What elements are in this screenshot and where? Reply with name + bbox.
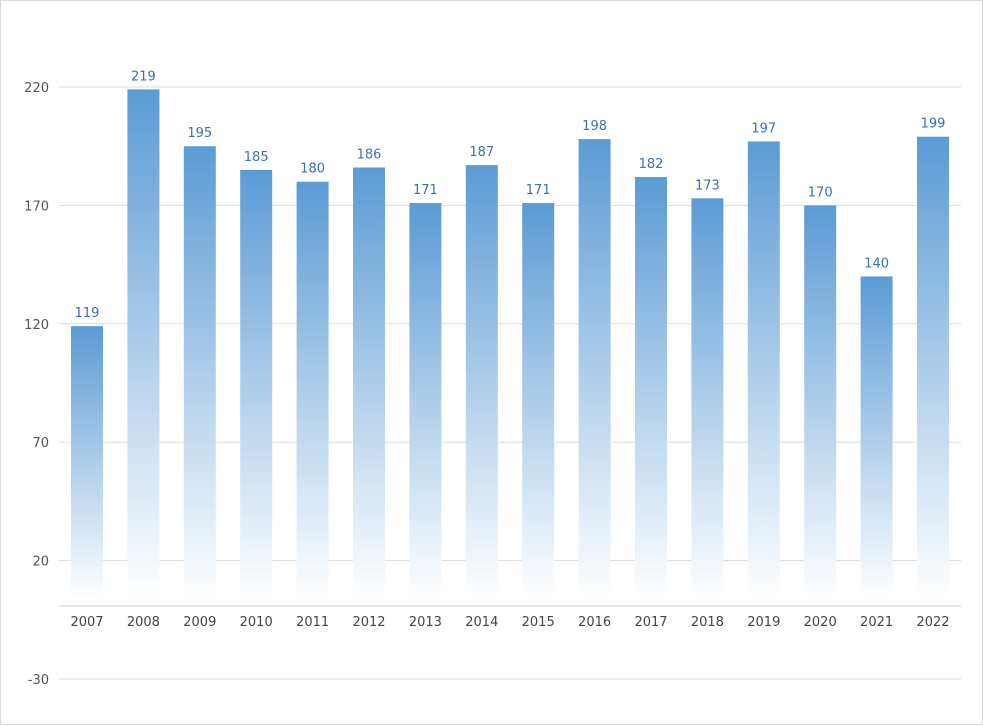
x-tick-label-2019: 2019 xyxy=(747,615,780,630)
data-label-2020: 170 xyxy=(808,185,833,200)
data-labels: 119 219 195 185 180 186 171 187 171 198 182 173 197 1… xyxy=(75,69,946,321)
x-tick-label-2011: 2011 xyxy=(296,615,329,630)
data-label-2017: 182 xyxy=(639,157,664,172)
bar-2009 xyxy=(183,146,216,598)
x-tick-label-2015: 2015 xyxy=(522,615,555,630)
x-tick-label-2021: 2021 xyxy=(860,615,893,630)
x-tick-label-2012: 2012 xyxy=(352,615,385,630)
data-label-2011: 180 xyxy=(300,162,325,177)
data-label-2007: 119 xyxy=(75,306,100,321)
data-label-2019: 197 xyxy=(751,121,776,136)
data-label-2013: 171 xyxy=(413,183,438,198)
y-tick-label: -30 xyxy=(28,673,49,688)
bar-2011 xyxy=(296,181,329,598)
bar-2021 xyxy=(860,276,893,598)
y-tick-label: 120 xyxy=(24,318,49,333)
bar-2016 xyxy=(578,139,611,598)
bar-2014 xyxy=(465,165,498,599)
bar-2008 xyxy=(127,89,160,599)
x-tick-label-2018: 2018 xyxy=(691,615,724,630)
y-tick-label: 220 xyxy=(24,81,49,96)
x-tick-label-2008: 2008 xyxy=(127,615,160,630)
x-tick-label-2017: 2017 xyxy=(634,615,667,630)
bar-2019 xyxy=(747,141,780,599)
data-label-2008: 219 xyxy=(131,69,156,84)
data-label-2012: 186 xyxy=(357,148,382,163)
data-label-2018: 173 xyxy=(695,178,720,193)
x-tick-label-2009: 2009 xyxy=(183,615,216,630)
bar-2022 xyxy=(917,136,949,598)
y-tick-label: 170 xyxy=(24,199,49,214)
bars xyxy=(71,89,949,599)
y-axis-ticks: -30 20 70 120 170 220 xyxy=(24,81,49,688)
bar-2017 xyxy=(635,176,667,598)
data-label-2021: 140 xyxy=(864,256,889,271)
x-tick-label-2013: 2013 xyxy=(409,615,442,630)
bar-2013 xyxy=(409,203,442,599)
x-axis-ticks: 2007 2008 2009 2010 2011 2012 2013 2014 2015 2016… xyxy=(70,615,949,630)
x-tick-label-2014: 2014 xyxy=(465,615,498,630)
x-tick-label-2020: 2020 xyxy=(804,615,837,630)
bar-2012 xyxy=(353,167,385,598)
data-label-2022: 199 xyxy=(921,117,946,132)
bar-2007 xyxy=(71,326,103,598)
x-tick-label-2016: 2016 xyxy=(578,615,611,630)
x-tick-label-2007: 2007 xyxy=(70,615,103,630)
data-label-2015: 171 xyxy=(526,183,551,198)
bar-2010 xyxy=(240,169,273,598)
data-label-2016: 198 xyxy=(582,119,607,134)
x-tick-label-2010: 2010 xyxy=(240,615,273,630)
bar-2018 xyxy=(691,198,724,598)
x-tick-label-2022: 2022 xyxy=(916,615,949,630)
bar-2015 xyxy=(522,203,555,599)
y-tick-label: 20 xyxy=(32,555,49,570)
data-label-2010: 185 xyxy=(244,150,269,165)
bar-2020 xyxy=(804,205,837,598)
data-label-2014: 187 xyxy=(469,145,494,160)
data-label-2009: 195 xyxy=(187,126,212,141)
y-tick-label: 70 xyxy=(32,436,49,451)
